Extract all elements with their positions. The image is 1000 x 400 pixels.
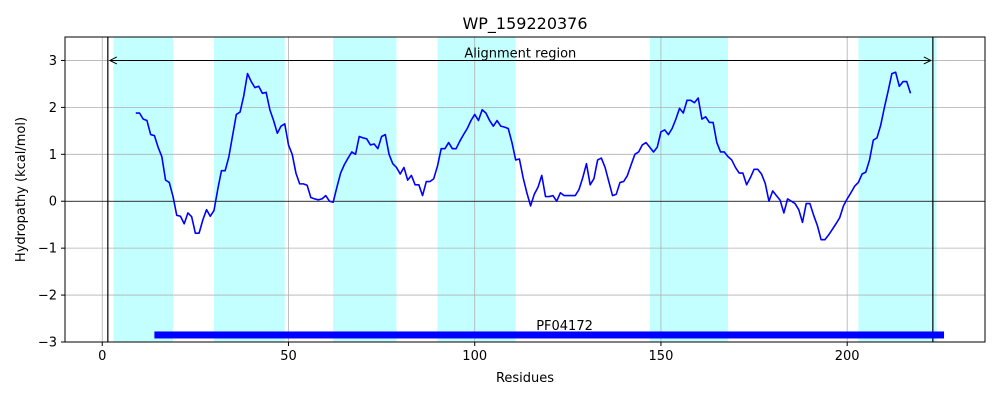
alignment-region-arrow bbox=[108, 56, 932, 65]
x-tick-label-150: 150 bbox=[649, 349, 674, 364]
shaded-region-0 bbox=[113, 37, 174, 342]
shaded-region-3 bbox=[437, 37, 516, 342]
shaded-regions bbox=[113, 37, 937, 342]
arrow-head-left bbox=[108, 56, 118, 65]
chart-title: WP_159220376 bbox=[462, 14, 587, 34]
x-tick-label-100: 100 bbox=[462, 349, 487, 364]
x-tick-label-200: 200 bbox=[835, 349, 860, 364]
y-tick-label-2: 2 bbox=[49, 101, 57, 116]
shaded-region-1 bbox=[213, 37, 285, 342]
y-tick-label--2: −2 bbox=[38, 289, 57, 304]
y-tick-label--3: −3 bbox=[38, 336, 57, 351]
x-axis-label: Residues bbox=[496, 371, 554, 386]
y-tick-label-1: 1 bbox=[49, 148, 57, 163]
x-tick-label-0: 0 bbox=[98, 349, 106, 364]
shaded-region-5 bbox=[858, 37, 937, 342]
alignment-region-label: Alignment region bbox=[464, 46, 576, 61]
domain-bar bbox=[154, 331, 945, 339]
arrow-head-right bbox=[923, 56, 932, 65]
axis-ticks: 0 50 100 150 200 −3 −2 −1 0 1 2 3 bbox=[38, 54, 860, 364]
grid-lines bbox=[65, 37, 985, 343]
y-axis-label: Hydropathy (kcal/mol) bbox=[14, 117, 29, 262]
alignment-boundaries bbox=[107, 37, 934, 342]
plot-frame bbox=[64, 36, 986, 343]
y-tick-label-3: 3 bbox=[49, 54, 57, 69]
shaded-region-4 bbox=[649, 37, 728, 342]
y-tick-label-0: 0 bbox=[49, 195, 57, 210]
domain-bar-group bbox=[154, 331, 945, 339]
x-tick-label-50: 50 bbox=[280, 349, 297, 364]
series-group bbox=[135, 71, 912, 241]
y-tick-label--1: −1 bbox=[38, 242, 57, 257]
hydropathy-line-0 bbox=[135, 71, 912, 241]
shaded-region-2 bbox=[333, 37, 397, 342]
domain-label: PF04172 bbox=[536, 319, 593, 334]
